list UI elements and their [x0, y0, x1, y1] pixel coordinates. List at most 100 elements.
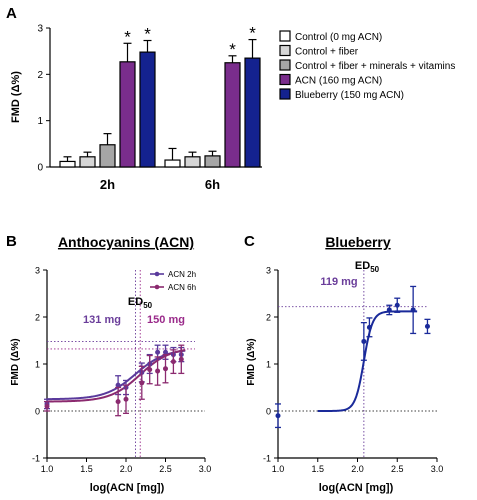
panel-a-ytick-label: 2	[37, 70, 43, 81]
bar	[204, 155, 221, 168]
panel-letter-a: A	[6, 5, 17, 22]
legend-marker	[154, 271, 160, 277]
panel-a-category-label: 6h	[205, 177, 220, 192]
ytick-label: 3	[35, 266, 40, 276]
bar	[79, 156, 96, 168]
bar	[164, 159, 181, 168]
xtick-label: 3.0	[431, 464, 444, 474]
legend-swatch	[279, 59, 291, 71]
xtick-label: 1.5	[311, 464, 324, 474]
ytick-label: 0	[266, 407, 271, 417]
panel-a-ytick-label: 0	[37, 163, 43, 174]
panel-a-ytick-label: 3	[37, 24, 43, 35]
ytick-label: 1	[35, 360, 40, 370]
ytick-label: -1	[263, 454, 271, 464]
panel-a-bars: * * * *	[59, 24, 261, 168]
fit-curve	[46, 349, 186, 403]
panel-letter-c: C	[244, 233, 255, 250]
data-point	[163, 366, 168, 372]
data-point	[163, 349, 168, 355]
bar	[244, 57, 261, 168]
panel-c-plot: -1 0 1 2 3 1.0 1.5 2.0 2.5 3.0 ED50 119 mg	[263, 260, 443, 474]
xtick-label: 3.0	[199, 464, 212, 474]
panel-b-plot: -1 0 1 2 3 1.0 1.5 2.0 2.5 3.0 ED50 131 mg 150 mg ACN…	[32, 266, 211, 475]
data-point	[115, 382, 121, 388]
significance-star: *	[229, 40, 236, 59]
bar	[184, 156, 201, 168]
panel-b-title: Anthocyanins (ACN)	[58, 234, 194, 250]
panel-a-category-label: 2h	[100, 177, 115, 192]
fit-curve	[317, 310, 418, 412]
significance-star: *	[124, 27, 131, 46]
significance-star: *	[144, 25, 151, 44]
panel-c-xlabel: log(ACN [mg])	[319, 482, 394, 494]
panel-a-ylabel: FMD (Δ%)	[10, 71, 22, 123]
fit-curve	[46, 349, 186, 401]
legend-swatch	[279, 30, 291, 42]
ytick-label: 1	[266, 360, 271, 370]
ed50-value: 131 mg	[83, 314, 121, 326]
data-point	[115, 399, 121, 405]
legend-swatch	[279, 44, 291, 57]
ytick-label: -1	[32, 454, 40, 464]
ed50-label: ED50	[355, 260, 380, 274]
xtick-label: 2.5	[391, 464, 404, 474]
legend-label: Control (0 mg ACN)	[295, 32, 382, 43]
ytick-label: 0	[35, 407, 40, 417]
panel-b-dose-response: Anthocyanins (ACN) FMD (Δ%) log(ACN [mg]…	[10, 234, 211, 494]
ytick-label: 2	[266, 313, 271, 323]
data-point	[386, 307, 392, 313]
xtick-label: 2.5	[159, 464, 172, 474]
legend-label: Blueberry (150 mg ACN)	[295, 90, 404, 101]
xtick-label: 1.0	[272, 464, 285, 474]
panel-c-title: Blueberry	[325, 234, 391, 250]
data-point	[155, 368, 161, 374]
legend-marker	[154, 284, 160, 290]
data-point	[123, 396, 129, 402]
data-point	[178, 356, 184, 362]
ytick-label: 2	[35, 313, 40, 323]
data-point	[366, 324, 372, 330]
panel-letter-b: B	[6, 233, 17, 250]
panel-c-ylabel: FMD (Δ%)	[246, 338, 257, 385]
data-point	[170, 359, 176, 365]
panel-c-dose-response: Blueberry FMD (Δ%) log(ACN [mg]) -1 0 1 2 3 1…	[246, 234, 443, 494]
panel-b-xlabel: log(ACN [mg])	[90, 482, 165, 494]
legend-label: Control + fiber	[295, 47, 359, 58]
bar	[139, 51, 156, 168]
legend-label: ACN (160 mg ACN)	[295, 76, 382, 87]
data-point	[147, 367, 153, 373]
data-point	[155, 349, 161, 355]
ed50-label-subscript: 50	[143, 301, 152, 310]
xtick-label: 1.5	[80, 464, 93, 474]
ed50-value: 150 mg	[147, 314, 185, 326]
data-point	[139, 380, 145, 386]
data-point	[275, 413, 281, 419]
ytick-label: 3	[266, 266, 271, 276]
bar	[59, 160, 76, 168]
data-point	[44, 403, 50, 409]
panel-a-xlabels: 2h 6h	[100, 177, 220, 192]
ed50-label: ED50	[128, 296, 153, 310]
legend-swatch	[279, 88, 291, 100]
bar	[224, 62, 241, 168]
panel-a-ytick-label: 1	[37, 116, 43, 127]
bar	[99, 144, 116, 168]
legend-label: ACN 2h	[168, 270, 196, 279]
panel-a-bar-chart: FMD (Δ%) 0 1 2 3 * * * * 2h 6h Control (0 mg AC…	[10, 24, 455, 193]
legend-label: Control + fiber + minerals + vitamins	[295, 61, 455, 72]
panel-b-ylabel: FMD (Δ%)	[10, 338, 21, 385]
ed50-label-subscript: 50	[370, 265, 379, 274]
data-point	[361, 338, 367, 344]
xtick-label: 2.0	[351, 464, 364, 474]
data-point	[394, 302, 400, 308]
legend-swatch	[279, 73, 291, 86]
ed50-value: 119 mg	[320, 276, 357, 288]
ed50-label-main: ED	[355, 260, 370, 272]
data-point	[424, 323, 430, 329]
data-point	[410, 307, 416, 313]
panel-a-legend: Control (0 mg ACN) Control + fiber Control…	[279, 30, 455, 101]
significance-star: *	[249, 24, 256, 43]
xtick-label: 2.0	[120, 464, 133, 474]
